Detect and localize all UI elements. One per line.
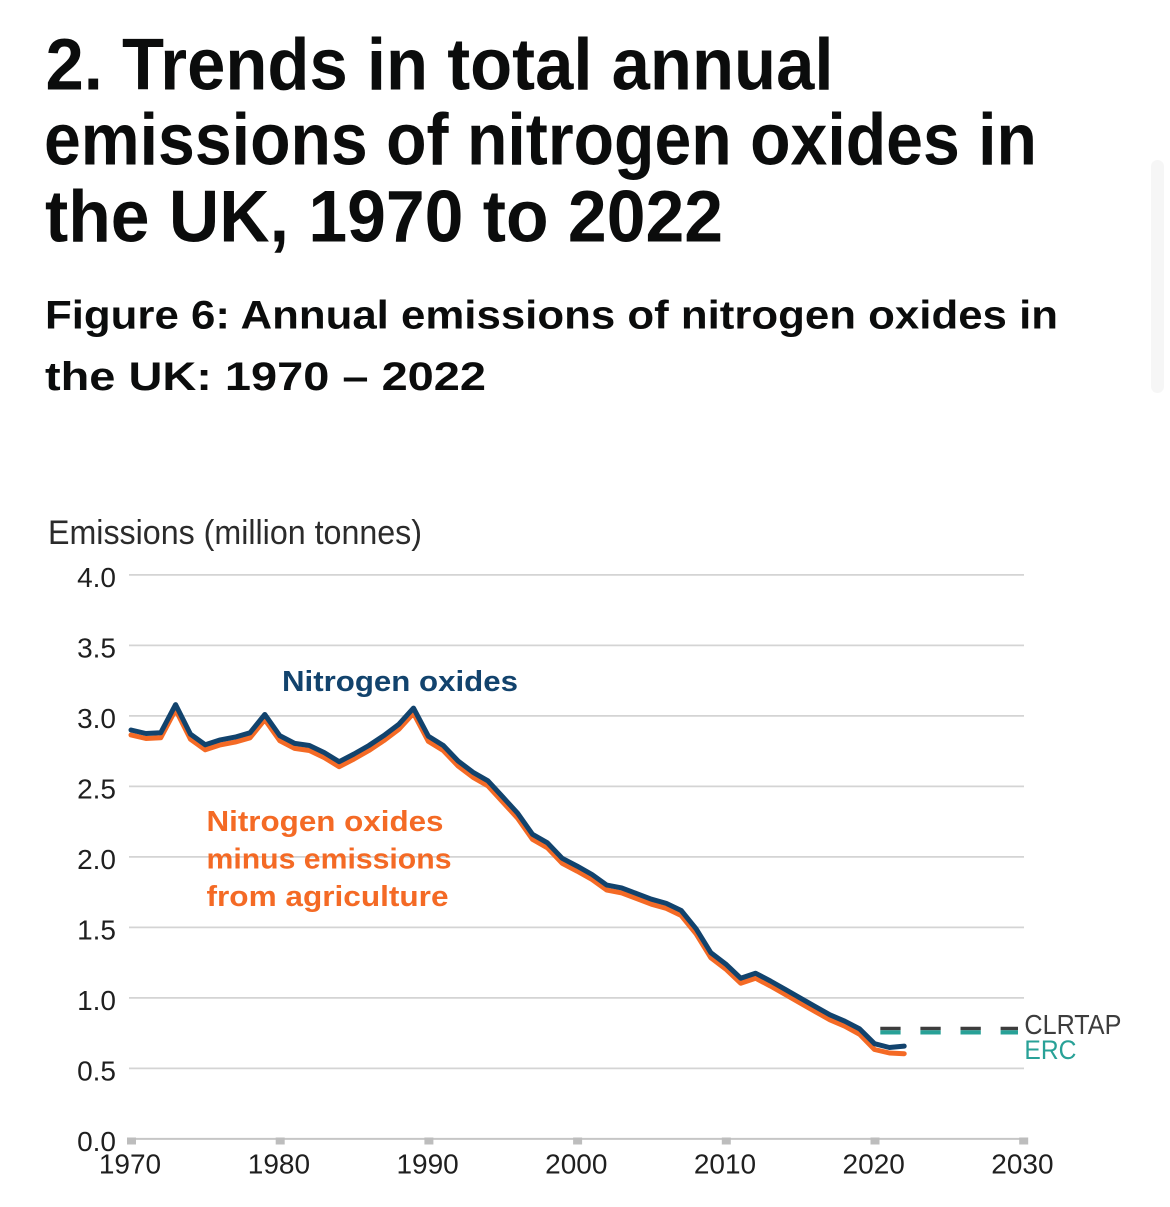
- svg-text:1980: 1980: [248, 1149, 310, 1180]
- svg-text:2020: 2020: [843, 1149, 905, 1180]
- svg-text:2030: 2030: [991, 1149, 1053, 1180]
- svg-text:Nitrogen oxides: Nitrogen oxides: [207, 806, 444, 838]
- svg-text:Emissions (million tonnes): Emissions (million tonnes): [48, 514, 422, 552]
- svg-text:CLRTAP: CLRTAP: [1024, 1009, 1121, 1040]
- svg-text:ERC: ERC: [1024, 1035, 1076, 1065]
- svg-text:minus emissions: minus emissions: [207, 844, 452, 876]
- svg-text:0.0: 0.0: [77, 1126, 116, 1157]
- svg-text:1.0: 1.0: [77, 985, 116, 1016]
- svg-text:2.5: 2.5: [77, 773, 116, 804]
- svg-text:emissions of nitrogen oxides i: emissions of nitrogen oxides in: [44, 100, 1037, 181]
- svg-text:2000: 2000: [545, 1149, 607, 1180]
- svg-text:2. Trends in total annual: 2. Trends in total annual: [46, 25, 834, 106]
- svg-text:from agriculture: from agriculture: [207, 881, 449, 913]
- svg-text:Nitrogen oxides: Nitrogen oxides: [282, 666, 518, 698]
- svg-text:Figure 6: Annual emissions of: Figure 6: Annual emissions of nitrogen o…: [45, 294, 1058, 338]
- svg-text:2.0: 2.0: [77, 844, 116, 875]
- svg-text:3.0: 3.0: [77, 703, 116, 734]
- svg-text:1970: 1970: [99, 1149, 161, 1180]
- svg-text:the UK: 1970 – 2022: the UK: 1970 – 2022: [45, 355, 486, 399]
- svg-text:the UK, 1970 to 2022: the UK, 1970 to 2022: [45, 177, 723, 258]
- svg-text:3.5: 3.5: [77, 632, 116, 663]
- svg-text:2010: 2010: [694, 1149, 756, 1180]
- svg-text:1990: 1990: [396, 1149, 458, 1180]
- svg-text:0.5: 0.5: [77, 1055, 116, 1086]
- svg-text:1.5: 1.5: [77, 914, 116, 945]
- svg-text:4.0: 4.0: [77, 562, 116, 593]
